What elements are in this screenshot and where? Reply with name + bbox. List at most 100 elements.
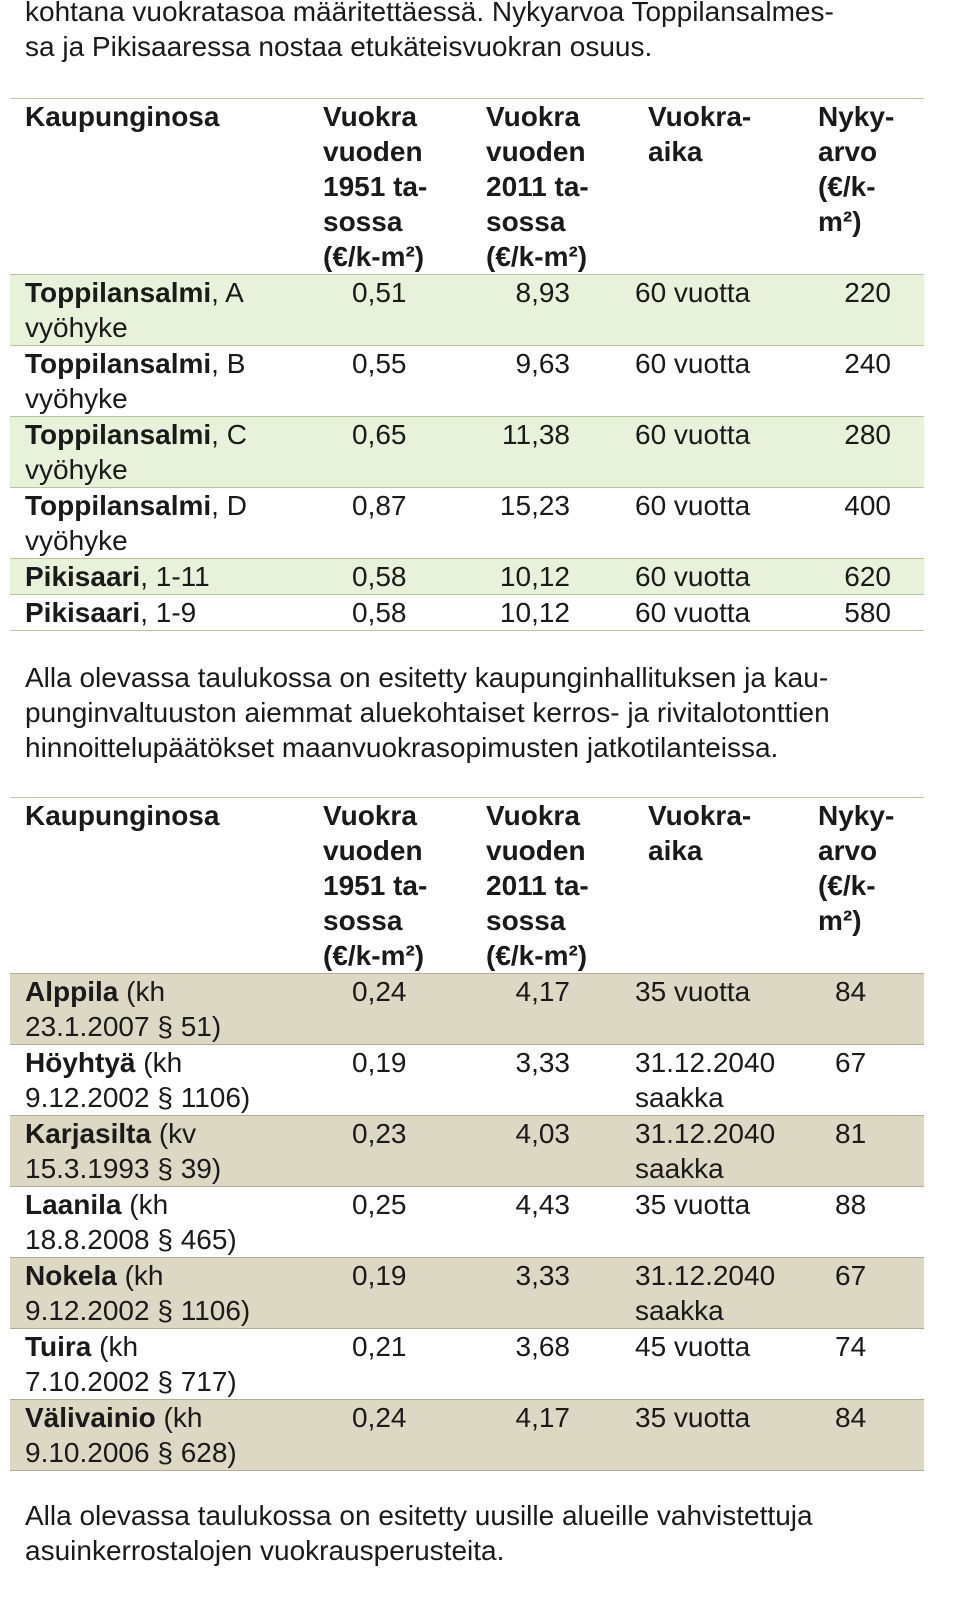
intro-line: sa ja Pikisaaressa nostaa etukäteisvuokr… xyxy=(25,31,653,62)
header-line: sossa xyxy=(323,206,403,237)
value: 60 vuotta xyxy=(635,419,751,450)
header-kaupunginosa: Kaupunginosa xyxy=(25,101,220,132)
table-header-row: Kaupunginosa Vuokra vuoden 1951 ta- soss… xyxy=(10,98,924,275)
district-detail: 9.10.2006 § 628) xyxy=(25,1437,237,1468)
cell-nykyarvo: 67 xyxy=(805,1258,924,1329)
value: 60 vuotta xyxy=(635,277,751,308)
table-row: Nokela (kh 9.12.2002 § 1106) 0,19 3,33 31.12… xyxy=(10,1257,924,1329)
table-row: Pikisaari, 1-9 0,58 10,12 60 vuotta 580 xyxy=(10,594,924,631)
header-vuokra-2011: Vuokra vuoden 2011 ta- sossa (€/k-m²) xyxy=(463,798,625,974)
table-row: Pikisaari, 1-11 0,58 10,12 60 vuotta 620 xyxy=(10,558,924,595)
district-suffix: , 1-9 xyxy=(140,597,197,628)
value: 3,33 xyxy=(515,1260,571,1291)
outro-line: asuinkerrostalojen vuokrausperusteita. xyxy=(25,1535,505,1566)
district-suffix: , B xyxy=(211,348,246,379)
cell-vuokra-aika: 45 vuotta xyxy=(625,1329,805,1400)
value: 0,87 xyxy=(352,490,407,521)
cell-vuokra-2011: 15,23 xyxy=(463,488,625,559)
value: 60 vuotta xyxy=(635,561,751,592)
rent-table-previous-decisions: Kaupunginosa Vuokra vuoden 1951 ta- soss… xyxy=(10,797,924,1471)
district-detail: 9.12.2002 § 1106) xyxy=(25,1295,251,1326)
district-name: Karjasilta xyxy=(25,1118,152,1149)
cell-vuokra-aika: 60 vuotta xyxy=(625,275,805,346)
cell-kaupunginosa: Pikisaari, 1-11 xyxy=(10,559,300,595)
district-detail: vyöhyke xyxy=(25,312,128,343)
cell-vuokra-2011: 10,12 xyxy=(463,559,625,595)
value: 0,58 xyxy=(352,597,407,628)
cell-vuokra-2011: 4,17 xyxy=(463,974,625,1045)
district-name: Toppilansalmi xyxy=(25,277,212,308)
header-line: (€/k-m²) xyxy=(323,241,425,272)
table-row: Karjasilta (kv 15.3.1993 § 39) 0,23 4,03 31.… xyxy=(10,1115,924,1187)
value: 10,12 xyxy=(499,597,570,628)
district-name: Pikisaari xyxy=(25,597,141,628)
cell-vuokra-2011: 4,17 xyxy=(463,1400,625,1471)
district-suffix: (kh xyxy=(135,1047,183,1078)
district-suffix: , 1-11 xyxy=(140,561,210,592)
district-detail: 23.1.2007 § 51) xyxy=(25,1011,222,1042)
value: 4,17 xyxy=(515,976,571,1007)
header-line: sossa xyxy=(486,206,566,237)
district-detail: 15.3.1993 § 39) xyxy=(25,1153,222,1184)
header-line: (€/k- xyxy=(818,870,876,901)
value: 31.12.2040 xyxy=(635,1047,776,1078)
cell-vuokra-1951: 0,58 xyxy=(300,559,463,595)
value: 31.12.2040 xyxy=(635,1260,776,1291)
header-nykyarvo: Nyky- arvo (€/k- m²) xyxy=(805,99,924,275)
cell-vuokra-aika: 31.12.2040 saakka xyxy=(625,1258,805,1329)
value: 4,03 xyxy=(515,1118,571,1149)
value: 84 xyxy=(835,976,867,1007)
cell-vuokra-2011: 4,03 xyxy=(463,1116,625,1187)
cell-kaupunginosa: Nokela (kh 9.12.2002 § 1106) xyxy=(10,1258,300,1329)
header-line: (€/k-m²) xyxy=(323,940,425,971)
value: 84 xyxy=(835,1402,867,1433)
cell-nykyarvo: 280 xyxy=(805,417,924,488)
value-detail: saakka xyxy=(635,1082,724,1113)
header-line: vuoden xyxy=(486,835,586,866)
district-detail: 9.12.2002 § 1106) xyxy=(25,1082,251,1113)
header-line: Nyky- xyxy=(818,101,895,132)
value: 4,43 xyxy=(515,1189,571,1220)
header-line: (€/k- xyxy=(818,171,876,202)
value: 67 xyxy=(835,1047,867,1078)
intro-line: kohtana vuokratasoa määritettäessä. Nyky… xyxy=(25,0,834,27)
value: 35 vuotta xyxy=(635,976,751,1007)
value: 0,65 xyxy=(352,419,407,450)
header-line: Vuokra xyxy=(486,800,580,831)
district-name: Höyhtyä xyxy=(25,1047,136,1078)
district-name: Toppilansalmi xyxy=(25,419,212,450)
district-suffix: (kh xyxy=(121,1189,169,1220)
district-suffix: (kh xyxy=(116,1260,164,1291)
cell-nykyarvo: 67 xyxy=(805,1045,924,1116)
table-row: Toppilansalmi, A vyöhyke 0,51 8,93 60 vuotta… xyxy=(10,274,924,346)
cell-vuokra-2011: 8,93 xyxy=(463,275,625,346)
value: 240 xyxy=(844,348,891,379)
header-line: sossa xyxy=(323,905,403,936)
cell-vuokra-aika: 60 vuotta xyxy=(625,346,805,417)
district-detail: vyöhyke xyxy=(25,525,128,556)
header-line: Vuokra xyxy=(323,800,417,831)
cell-vuokra-1951: 0,55 xyxy=(300,346,463,417)
header-line: sossa xyxy=(486,905,566,936)
cell-vuokra-1951: 0,51 xyxy=(300,275,463,346)
district-suffix: (kh xyxy=(155,1402,203,1433)
value: 9,63 xyxy=(515,348,571,379)
value-detail: saakka xyxy=(635,1153,724,1184)
cell-vuokra-1951: 0,65 xyxy=(300,417,463,488)
cell-nykyarvo: 220 xyxy=(805,275,924,346)
district-name: Toppilansalmi xyxy=(25,348,212,379)
district-name: Toppilansalmi xyxy=(25,490,212,521)
value: 60 vuotta xyxy=(635,490,751,521)
value: 0,24 xyxy=(352,1402,407,1433)
header-line: vuoden xyxy=(323,835,423,866)
district-name: Tuira xyxy=(25,1331,92,1362)
cell-kaupunginosa: Höyhtyä (kh 9.12.2002 § 1106) xyxy=(10,1045,300,1116)
header-line: aika xyxy=(648,136,703,167)
header-line: m²) xyxy=(818,206,862,237)
table-row: Toppilansalmi, D vyöhyke 0,87 15,23 60 vuott… xyxy=(10,487,924,559)
cell-nykyarvo: 74 xyxy=(805,1329,924,1400)
value: 580 xyxy=(844,597,891,628)
table-row: Alppila (kh 23.1.2007 § 51) 0,24 4,17 35 vuo… xyxy=(10,973,924,1045)
district-detail: vyöhyke xyxy=(25,383,128,414)
